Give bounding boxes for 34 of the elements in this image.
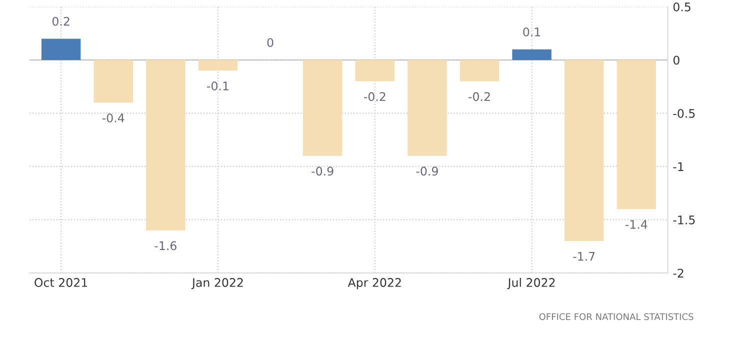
data-label: 0.2 (52, 16, 70, 26)
bar (355, 60, 395, 82)
y-tick-label: -0.5 (673, 108, 695, 118)
x-tick-label: Jan 2022 (191, 278, 243, 290)
bar (302, 60, 342, 156)
bar (564, 60, 604, 242)
data-label: -1.4 (625, 220, 648, 229)
y-tick-label: -1.5 (673, 216, 695, 224)
data-label: -0.2 (468, 92, 490, 102)
y-tick-label: 0 (673, 56, 680, 65)
bar (41, 38, 81, 60)
data-label: -0.9 (312, 166, 334, 176)
bar (408, 60, 447, 156)
y-tick-label: 0.5 (673, 2, 690, 12)
data-label: -0.4 (102, 113, 124, 122)
data-label: 0 (267, 38, 274, 48)
bar (616, 60, 656, 210)
x-tick-label: Apr 2022 (348, 278, 401, 290)
data-label: -0.9 (416, 166, 438, 176)
bar (512, 49, 552, 60)
x-tick-label: Jul 2022 (507, 278, 555, 290)
data-label: -0.2 (364, 92, 386, 102)
data-label: 0.1 (523, 27, 540, 36)
bar (146, 60, 186, 230)
y-tick-label: -1 (673, 162, 684, 171)
x-tick-label: Oct 2021 (34, 278, 88, 287)
bar (198, 60, 238, 71)
bar (94, 60, 133, 103)
data-label: -0.1 (207, 81, 228, 90)
data-label: -1.6 (154, 241, 176, 250)
data-label: -1.7 (573, 252, 595, 261)
text: OFFICE FOR NATIONAL STATISTICS (539, 313, 694, 320)
bar (460, 60, 500, 82)
y-tick-label: -2 (673, 268, 684, 278)
